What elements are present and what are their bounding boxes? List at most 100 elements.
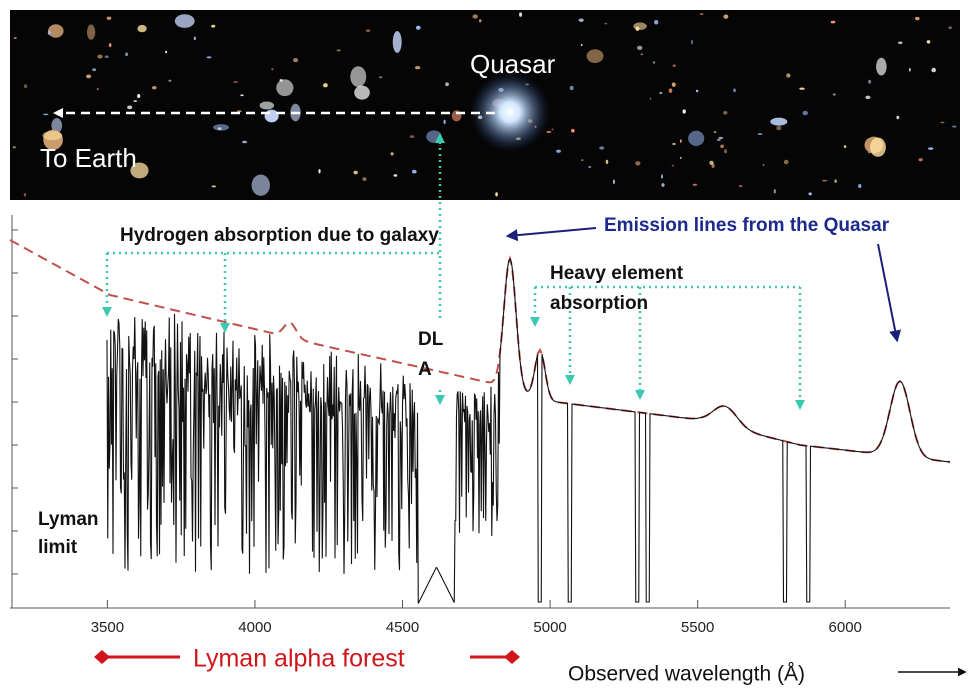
heavy-label: absorption — [550, 293, 648, 314]
star — [661, 183, 665, 187]
star — [392, 30, 402, 53]
star — [409, 135, 415, 139]
star — [569, 85, 574, 91]
star — [723, 14, 729, 19]
star — [948, 26, 952, 29]
star — [193, 36, 197, 41]
star — [604, 22, 608, 25]
star — [519, 12, 523, 17]
star — [96, 87, 99, 91]
forest-bracket — [94, 650, 520, 664]
star — [393, 174, 398, 177]
star — [213, 124, 230, 131]
x-tick-label: 3500 — [91, 619, 124, 636]
star — [97, 54, 103, 59]
emission-label: Emission lines from the Quasar — [604, 215, 890, 236]
star — [808, 192, 812, 196]
star — [776, 126, 782, 131]
star — [671, 82, 676, 87]
star — [130, 162, 149, 179]
star — [699, 13, 704, 15]
dla-label: DL — [418, 329, 444, 350]
star — [688, 130, 705, 146]
star — [271, 68, 274, 71]
star — [211, 24, 216, 28]
x-tick-label: 5000 — [533, 619, 566, 636]
star — [605, 159, 609, 165]
star — [51, 117, 63, 134]
star — [843, 145, 847, 149]
emission-arrow — [877, 243, 902, 343]
star — [86, 74, 92, 79]
star — [633, 22, 647, 30]
x-tick-label: 4000 — [238, 619, 271, 636]
star — [649, 97, 652, 100]
star — [713, 131, 717, 134]
star — [718, 136, 724, 139]
star — [898, 41, 903, 45]
star — [42, 130, 63, 141]
lyman-limit-label: Lyman — [38, 509, 99, 530]
star — [106, 16, 112, 20]
star — [443, 119, 446, 125]
star — [362, 177, 367, 181]
star — [724, 149, 727, 154]
star — [415, 25, 421, 30]
star — [914, 16, 920, 21]
star — [692, 183, 698, 186]
star — [762, 163, 765, 166]
star — [125, 52, 129, 57]
star — [336, 49, 341, 52]
star — [679, 156, 682, 159]
star — [206, 56, 212, 59]
star — [48, 24, 64, 38]
star — [599, 146, 605, 150]
star — [586, 49, 604, 64]
star — [350, 66, 367, 88]
star — [276, 79, 294, 97]
star — [738, 185, 743, 188]
star — [390, 152, 394, 156]
star — [379, 76, 383, 79]
star — [47, 30, 51, 35]
star — [770, 117, 788, 126]
star — [365, 29, 371, 33]
star — [672, 143, 676, 145]
star — [259, 101, 275, 110]
star — [251, 174, 270, 196]
star — [472, 14, 478, 19]
star — [556, 149, 561, 153]
star — [127, 105, 133, 110]
star — [652, 61, 656, 64]
star — [653, 20, 659, 25]
star — [86, 24, 96, 40]
star — [865, 95, 871, 100]
star — [613, 179, 615, 184]
star — [580, 43, 583, 47]
star — [23, 84, 28, 89]
star — [264, 109, 279, 123]
star — [354, 85, 370, 100]
x-tick-label: 4500 — [386, 619, 419, 636]
star — [802, 110, 808, 116]
star — [43, 113, 49, 116]
earth-label: To Earth — [40, 143, 137, 173]
star — [211, 185, 216, 188]
star — [786, 73, 791, 78]
star — [640, 53, 644, 56]
hydrogen-label: Hydrogen absorption due to galaxy — [120, 225, 439, 246]
star — [690, 39, 694, 45]
star — [876, 57, 887, 76]
forest-label: Lyman alpha forest — [193, 645, 405, 673]
star — [445, 82, 449, 87]
star — [757, 133, 763, 136]
star — [679, 139, 682, 143]
star — [799, 87, 805, 90]
star — [12, 146, 16, 149]
star — [242, 140, 247, 144]
heavy-label: Heavy element — [550, 263, 684, 284]
teal-arrows — [102, 133, 805, 410]
star — [720, 144, 724, 149]
star — [709, 160, 714, 165]
